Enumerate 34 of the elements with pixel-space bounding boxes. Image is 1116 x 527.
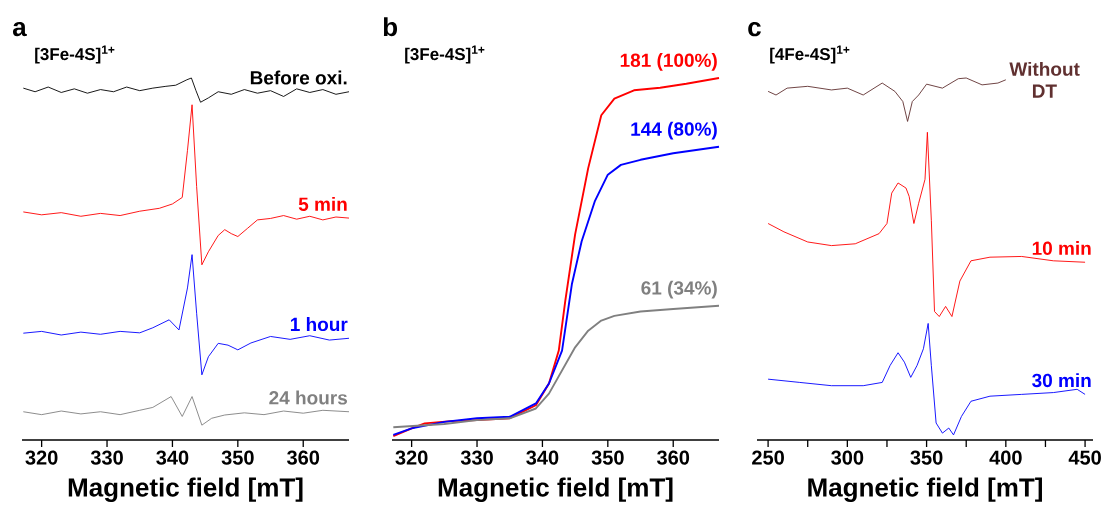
x-tick-label: 330: [90, 450, 123, 465]
chart-title: a: [12, 22, 27, 37]
x-axis-title: Magnetic field [mT]: [438, 477, 673, 502]
series-label: 5 min: [298, 196, 347, 211]
x-axis-title: Magnetic field [mT]: [68, 477, 303, 502]
x-tick-label: 320: [395, 450, 428, 465]
x-tick-label: 300: [831, 450, 864, 465]
series-label: 24 hours: [269, 390, 348, 405]
x-tick-label: 250: [752, 450, 784, 465]
x-tick-label: 340: [526, 450, 559, 465]
series-label: 30 min: [1032, 373, 1091, 388]
series-label: 181 (100%): [620, 53, 717, 71]
series-label: 144 (80%): [631, 121, 717, 140]
x-tick-label: 360: [656, 450, 690, 465]
x-tick-label: 360: [287, 450, 320, 465]
x-tick-label: 340: [156, 450, 189, 465]
series-label: 61 (34%): [641, 280, 717, 299]
x-tick-label: 400: [989, 450, 1022, 465]
chart-subtitle: [3Fe-4S]$^{1+}$: [405, 45, 485, 64]
x-tick-label: 320: [25, 450, 58, 465]
chart-subtitle: [4Fe-4S]$^{1+}$: [770, 45, 850, 64]
chart-title: c: [748, 22, 761, 37]
series-label: 1 hour: [290, 317, 348, 332]
x-tick-label: 330: [460, 450, 493, 465]
x-tick-label: 450: [1068, 450, 1101, 465]
chart-title: b: [383, 17, 398, 37]
x-tick-label: 350: [910, 450, 943, 465]
x-tick-label: 350: [591, 450, 624, 465]
series-label: Without DT: [1009, 61, 1080, 98]
x-axis-title: Magnetic field [mT]: [808, 477, 1042, 502]
x-tick-label: 350: [221, 450, 254, 465]
chart-subtitle: [3Fe-4S]$^{1+}$: [35, 45, 115, 64]
series-label: 10 min: [1032, 241, 1091, 256]
series-label: Before oxi.: [250, 70, 347, 85]
